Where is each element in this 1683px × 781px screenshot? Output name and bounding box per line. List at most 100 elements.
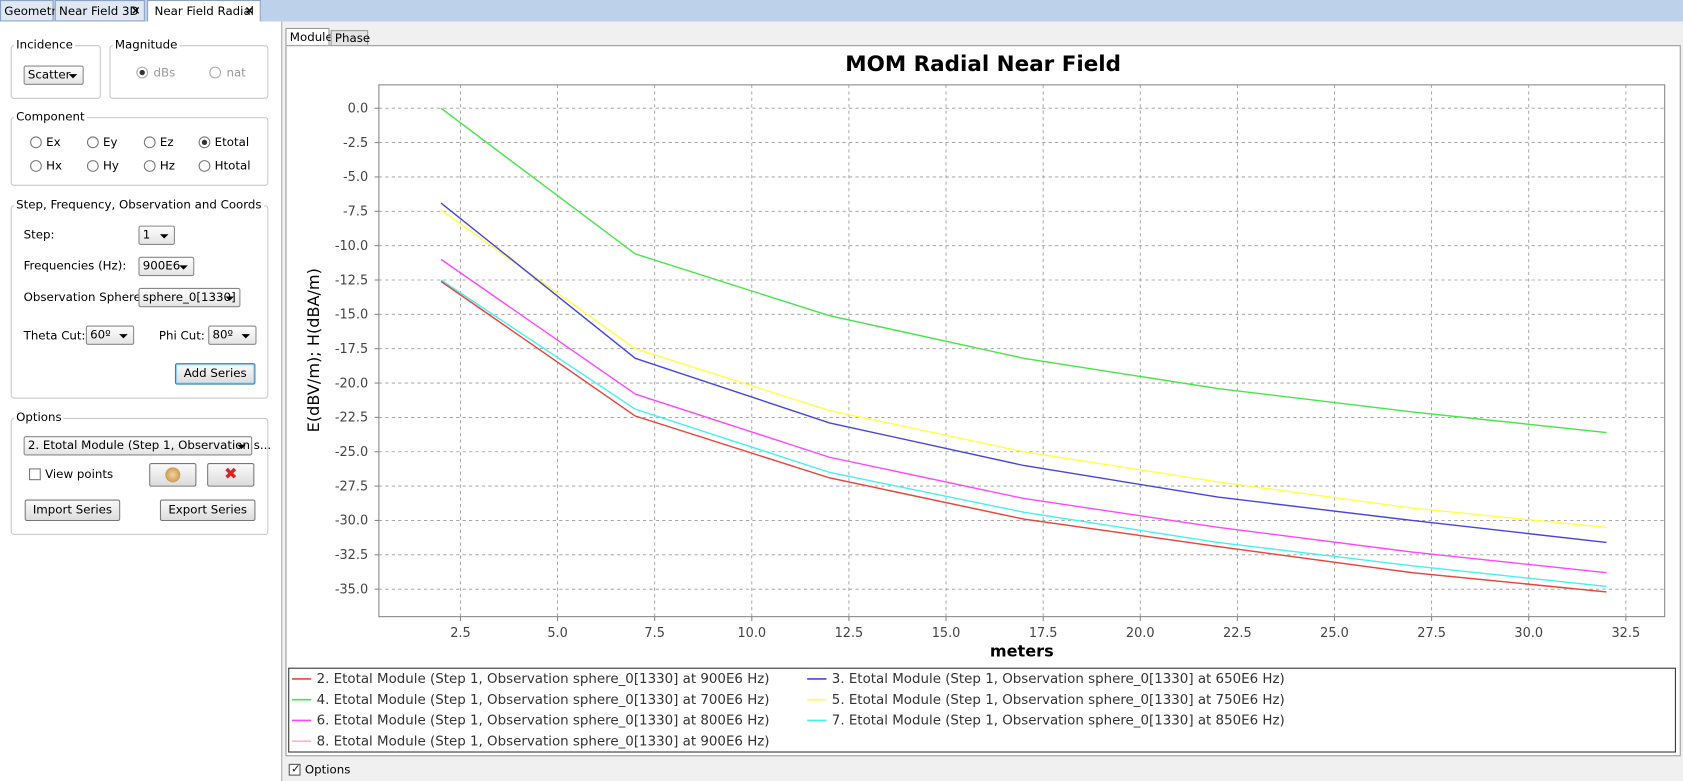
tab[interactable]: Near Field 3D × [54, 0, 145, 22]
x-tick-label: 10.0 [737, 626, 766, 641]
x-tick-label: 2.5 [450, 626, 470, 641]
tab-label[interactable]: Near Field 3D [59, 4, 139, 19]
dropdown[interactable]: 60º [85, 325, 135, 345]
left-panel [0, 21, 283, 781]
dropdown[interactable]: 80º [208, 325, 257, 345]
close-icon[interactable]: × [244, 3, 255, 18]
group-title: Incidence [13, 37, 75, 52]
checkbox-label: View points [45, 467, 114, 482]
dropdown[interactable]: 900E6 [138, 256, 195, 277]
palette-icon [165, 467, 181, 483]
radio[interactable] [143, 160, 156, 172]
y-tick-label: -2.5 [343, 136, 368, 151]
radio[interactable] [143, 136, 156, 149]
group-title: Step, Frequency, Observation and Coords [13, 197, 264, 212]
radio-label: dBs [153, 65, 176, 80]
radio-label: Hz [159, 158, 175, 173]
group-box [109, 45, 269, 99]
series-line [440, 209, 1607, 529]
check-mark: ✓ [290, 761, 301, 776]
add-series-button[interactable]: Add Series [174, 363, 256, 385]
radio-label: Hx [46, 158, 63, 173]
import-button[interactable]: Import Series [24, 499, 121, 522]
legend-label: 6. Etotal Module (Step 1, Observation sp… [317, 714, 770, 729]
plot-area [378, 84, 1666, 618]
radio[interactable] [198, 136, 211, 149]
x-tick-label: 22.5 [1223, 626, 1252, 641]
y-tick-label: -15.0 [335, 308, 368, 323]
x-tick-label: 25.0 [1320, 626, 1349, 641]
dropdown[interactable]: Scatter [23, 65, 84, 85]
chart-tab[interactable]: Phase [330, 30, 370, 47]
delete-button[interactable]: ✖ [207, 463, 255, 487]
radio-label: Hy [103, 158, 119, 173]
y-tick-label: -10.0 [335, 239, 368, 254]
x-axis-label: meters [990, 641, 1054, 660]
series-line [440, 107, 1607, 434]
checkbox[interactable]: ✓ [288, 761, 301, 776]
checkbox[interactable] [28, 468, 41, 481]
legend-label: 8. Etotal Module (Step 1, Observation sp… [317, 734, 770, 749]
legend-label: 4. Etotal Module (Step 1, Observation sp… [317, 693, 770, 708]
series-line [440, 279, 1607, 588]
legend-label: 3. Etotal Module (Step 1, Observation sp… [832, 672, 1285, 687]
radio[interactable] [198, 160, 211, 172]
group-box [10, 117, 269, 186]
y-tick-label: -35.0 [335, 582, 368, 597]
tab[interactable]: Geometry [0, 0, 63, 22]
dropdown[interactable]: 2. Etotal Module (Step 1, Observation s.… [23, 436, 271, 456]
x-tick-label: 27.5 [1417, 626, 1446, 641]
radio[interactable] [86, 160, 99, 172]
group-title: Component [13, 109, 87, 124]
series-line [440, 202, 1607, 544]
field-label: Theta Cut: [23, 328, 86, 343]
radio-label: Htotal [214, 158, 251, 173]
field-label: Step: [23, 227, 55, 242]
group-box [10, 417, 269, 536]
radio[interactable] [30, 160, 42, 172]
radio-label: Ex [46, 135, 61, 150]
field-label: Observation Spheres: [23, 290, 151, 305]
x-tick-label: 5.0 [547, 626, 567, 641]
group-title: Options [13, 410, 64, 425]
radio[interactable] [209, 66, 222, 79]
dropdown[interactable]: 1 [138, 225, 175, 245]
radio-label: Etotal [214, 135, 250, 150]
dropdown[interactable]: sphere_0[1330] [138, 287, 241, 308]
legend-label: 7. Etotal Module (Step 1, Observation sp… [832, 714, 1285, 729]
x-tick-label: 12.5 [835, 626, 864, 641]
chart-tab-active[interactable]: Module [285, 27, 333, 47]
chart-title: MOM Radial Near Field [845, 52, 1121, 77]
field-label: Phi Cut: [158, 328, 205, 343]
radio[interactable] [136, 66, 149, 79]
field-label: Frequencies (Hz): [23, 258, 127, 273]
group-title: Magnitude [112, 37, 180, 52]
series-line [440, 258, 1607, 574]
radio[interactable] [30, 136, 42, 149]
y-tick-label: -7.5 [343, 205, 368, 220]
close-icon[interactable]: × [130, 3, 141, 18]
y-tick-label: -20.0 [335, 376, 368, 391]
tab-active[interactable]: Near Field Radial × [147, 0, 261, 23]
tab-label[interactable]: Near Field Radial [154, 4, 254, 19]
radio[interactable] [86, 136, 99, 149]
export-button[interactable]: Export Series [159, 499, 256, 522]
radio-label: Ey [103, 135, 118, 150]
y-tick-label: -30.0 [335, 514, 368, 529]
color-button[interactable] [149, 463, 197, 487]
radio-label: nat [226, 65, 246, 80]
x-tick-label: 20.0 [1126, 626, 1155, 641]
legend-label: 5. Etotal Module (Step 1, Observation sp… [832, 693, 1285, 708]
x-tick-label: 7.5 [644, 626, 664, 641]
radio-label: Ez [159, 135, 174, 150]
y-tick-label: 0.0 [348, 102, 368, 117]
x-tick-label: 15.0 [932, 626, 961, 641]
y-tick-label: -22.5 [335, 411, 368, 426]
x-tick-label: 17.5 [1029, 626, 1058, 641]
y-tick-label: -5.0 [343, 170, 368, 185]
x-tick-label: 30.0 [1514, 626, 1543, 641]
x-tick-label: 32.5 [1612, 626, 1641, 641]
